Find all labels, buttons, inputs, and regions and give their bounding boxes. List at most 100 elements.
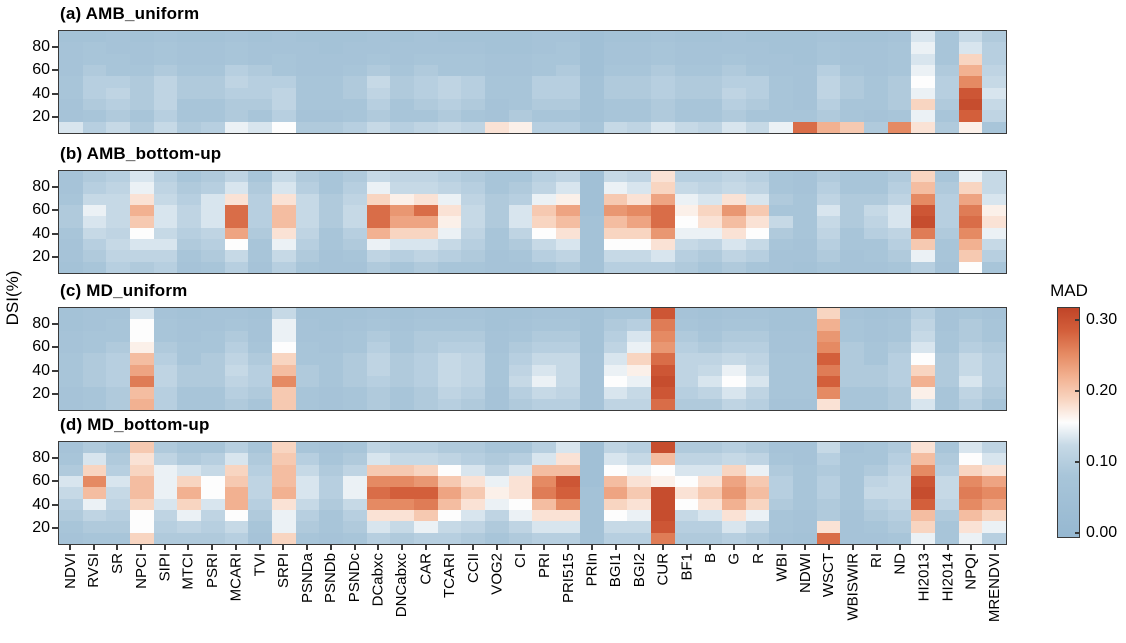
heatmap-cell bbox=[461, 341, 486, 354]
heatmap-cell bbox=[343, 250, 367, 262]
heatmap-cell bbox=[698, 387, 722, 399]
heatmap-cell bbox=[627, 487, 651, 499]
heatmap-cell bbox=[177, 308, 202, 320]
heatmap-cell bbox=[390, 121, 415, 133]
heatmap-cell bbox=[319, 308, 344, 320]
heatmap-cell bbox=[272, 110, 296, 122]
heatmap-cell bbox=[958, 110, 983, 122]
x-tick-mark bbox=[211, 545, 214, 550]
heatmap-cell bbox=[59, 375, 83, 388]
heatmap-cell bbox=[840, 42, 864, 54]
heatmap-cell bbox=[911, 521, 935, 533]
heatmap-cell bbox=[934, 475, 959, 488]
heatmap-cell bbox=[698, 193, 722, 205]
heatmap-cell bbox=[816, 398, 841, 410]
heatmap-cell bbox=[579, 532, 604, 544]
heatmap-cell bbox=[792, 319, 817, 331]
heatmap-cell bbox=[366, 375, 391, 388]
heatmap-cell bbox=[556, 87, 580, 99]
heatmap-cell bbox=[366, 464, 391, 476]
heatmap-cell bbox=[59, 110, 83, 122]
heatmap-cell bbox=[485, 375, 509, 388]
heatmap-cell bbox=[272, 398, 296, 410]
heatmap-cell bbox=[461, 521, 486, 533]
heatmap-cell bbox=[698, 42, 722, 54]
heatmap-cell bbox=[958, 398, 983, 410]
heatmap-cell bbox=[674, 364, 699, 376]
heatmap-cell bbox=[485, 216, 509, 228]
x-tick-label: MRENDVI bbox=[986, 553, 1004, 623]
heatmap-cell bbox=[248, 227, 273, 239]
x-tick-label: CCII bbox=[464, 553, 482, 583]
heatmap-cell bbox=[248, 498, 273, 510]
heatmap-cell bbox=[532, 216, 557, 228]
heatmap-cell bbox=[201, 87, 225, 99]
heatmap-cell bbox=[579, 521, 604, 533]
heatmap-cell bbox=[579, 204, 604, 217]
heatmap-cell bbox=[295, 364, 320, 376]
heatmap-cell bbox=[674, 521, 699, 533]
x-tick-label: HI2013 bbox=[915, 553, 933, 602]
heatmap-cell bbox=[911, 261, 935, 273]
heatmap-cell bbox=[153, 31, 178, 43]
heatmap-cell bbox=[816, 76, 841, 88]
heatmap-cell bbox=[437, 193, 462, 205]
heatmap-cell bbox=[911, 121, 935, 133]
heatmap-cell bbox=[201, 227, 225, 239]
heatmap-cell bbox=[769, 464, 793, 476]
heatmap-cell bbox=[130, 398, 154, 410]
heatmap-cell bbox=[887, 53, 912, 65]
heatmap-cell bbox=[437, 182, 462, 194]
x-tick-label: PSNDc bbox=[346, 553, 364, 603]
heatmap-cell bbox=[911, 509, 935, 522]
heatmap-cell bbox=[603, 53, 628, 65]
heatmap-cell bbox=[627, 110, 651, 122]
x-tick-label: NDWI bbox=[796, 553, 814, 593]
heatmap-cell bbox=[295, 398, 320, 410]
y-tick-label: 60 bbox=[32, 201, 50, 219]
heatmap-cell bbox=[982, 64, 1006, 77]
heatmap-cell bbox=[911, 171, 935, 183]
heatmap-cell bbox=[721, 31, 746, 43]
heatmap-cell bbox=[130, 64, 154, 77]
heatmap-cell bbox=[177, 64, 202, 77]
heatmap-cell bbox=[366, 532, 391, 544]
heatmap-cell bbox=[556, 250, 580, 262]
heatmap-cell bbox=[934, 87, 959, 99]
heatmap-cell bbox=[485, 53, 509, 65]
heatmap-cell bbox=[59, 227, 83, 239]
heatmap-cell bbox=[745, 31, 770, 43]
heatmap-cell bbox=[745, 353, 770, 365]
heatmap-cell bbox=[59, 509, 83, 522]
heatmap-cell bbox=[745, 227, 770, 239]
heatmap-cell bbox=[366, 110, 391, 122]
heatmap-cell bbox=[650, 521, 675, 533]
heatmap-cell bbox=[343, 398, 367, 410]
heatmap-cell bbox=[201, 353, 225, 365]
y-tick-label: 80 bbox=[32, 38, 50, 56]
heatmap-cell bbox=[958, 532, 983, 544]
heatmap-cell bbox=[224, 364, 249, 376]
heatmap-cell bbox=[319, 121, 344, 133]
heatmap-cell bbox=[201, 171, 225, 183]
heatmap-cell bbox=[556, 341, 580, 354]
heatmap-cell bbox=[887, 532, 912, 544]
colorbar-tick-mark bbox=[1075, 319, 1079, 321]
heatmap-cell bbox=[319, 319, 344, 331]
heatmap-cell bbox=[319, 498, 344, 510]
heatmap-cell bbox=[461, 250, 486, 262]
heatmap-cell bbox=[130, 76, 154, 88]
heatmap-cell bbox=[485, 442, 509, 454]
x-tick-label: WBI bbox=[773, 553, 791, 582]
heatmap-cell bbox=[485, 76, 509, 88]
heatmap-cell bbox=[508, 521, 533, 533]
heatmap-cell bbox=[59, 521, 83, 533]
heatmap-cell bbox=[461, 171, 486, 183]
heatmap-cell bbox=[319, 64, 344, 77]
heatmap-cell bbox=[721, 76, 746, 88]
x-tick-mark bbox=[92, 545, 95, 550]
heatmap-cell bbox=[840, 216, 864, 228]
heatmap-cell bbox=[461, 330, 486, 342]
heatmap-cell bbox=[911, 375, 935, 388]
heatmap-cell bbox=[721, 330, 746, 342]
